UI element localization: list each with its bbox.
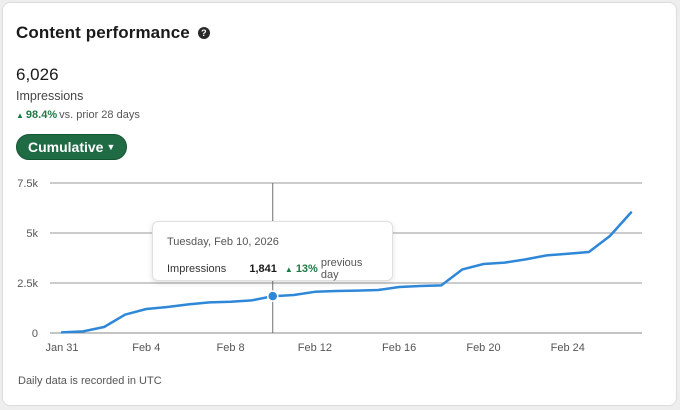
tooltip-change-percent: 13% [295, 263, 318, 275]
data-point [165, 305, 169, 309]
x-tick-label: Feb 12 [298, 342, 332, 354]
data-point [355, 289, 359, 293]
x-tick-label: Feb 20 [466, 342, 500, 354]
data-point [524, 257, 528, 261]
data-point [144, 307, 148, 311]
change-indicator: ▲ 98.4% vs. prior 28 days [16, 109, 140, 121]
data-point [503, 261, 507, 265]
data-point [123, 313, 127, 317]
data-point [608, 234, 612, 238]
data-point [81, 329, 85, 333]
highlighted-data-point [266, 290, 279, 302]
data-point [60, 330, 64, 334]
data-point [102, 325, 106, 329]
impressions-total: 6,026 [16, 65, 59, 84]
data-point [481, 262, 485, 266]
impressions-line-chart[interactable]: 0 2.5k 5k 7.5k Jan 31 Feb 4 Feb 8 Feb 12 Feb 16 F… [0, 170, 680, 370]
x-tick-label: Feb 8 [217, 342, 245, 354]
data-point [292, 293, 296, 297]
data-point [376, 288, 380, 292]
tooltip-metric: Impressions [167, 263, 227, 275]
data-point [186, 302, 190, 306]
tooltip-date: Tuesday, Feb 10, 2026 [167, 236, 279, 248]
data-point [439, 283, 443, 287]
change-percent: 98.4% [25, 109, 58, 121]
title-row: Content performance ? [16, 23, 210, 43]
data-point [334, 289, 338, 293]
data-point [460, 267, 464, 271]
x-tick-label: Feb 24 [551, 342, 585, 354]
data-point [208, 300, 212, 304]
caret-down-icon: ▼ [106, 142, 116, 152]
x-tick-label: Feb 4 [132, 342, 160, 354]
data-point [545, 253, 549, 257]
data-point [229, 300, 233, 304]
up-triangle-icon: ▲ [284, 264, 293, 274]
data-point [313, 290, 317, 294]
y-tick-label: 2.5k [17, 278, 38, 290]
tooltip-change-suffix: previous day [320, 257, 363, 281]
card-title: Content performance [16, 23, 190, 42]
tooltip-value: 1,841 [249, 263, 277, 275]
y-tick-label: 5k [26, 228, 38, 240]
data-point [566, 252, 570, 256]
x-tick-label: Feb 16 [382, 342, 416, 354]
chart-tooltip: Tuesday, Feb 10, 2026 Impressions 1,841 … [152, 221, 393, 281]
y-tick-label: 0 [32, 328, 38, 340]
cumulative-dropdown[interactable]: Cumulative ▼ [16, 134, 128, 160]
question-circle-icon[interactable]: ? [197, 27, 210, 39]
dropdown-label: Cumulative [28, 139, 104, 155]
y-tick-label: 7.5k [17, 178, 38, 190]
up-triangle-icon: ▲ [16, 110, 24, 120]
data-point [587, 250, 591, 254]
change-suffix: vs. prior 28 days [59, 109, 140, 121]
utc-footnote: Daily data is recorded in UTC [18, 375, 162, 387]
x-tick-label: Jan 31 [45, 342, 78, 354]
data-point [397, 285, 401, 289]
tooltip-row: Impressions 1,841 ▲ 13% previous day [167, 257, 382, 281]
content-performance-card: Content performance ? 6,026 Impressions … [2, 2, 677, 406]
data-point [418, 284, 422, 288]
data-point [250, 298, 254, 302]
impressions-label: Impressions [16, 89, 84, 103]
data-point [629, 210, 633, 214]
impressions-series-line [60, 211, 633, 334]
